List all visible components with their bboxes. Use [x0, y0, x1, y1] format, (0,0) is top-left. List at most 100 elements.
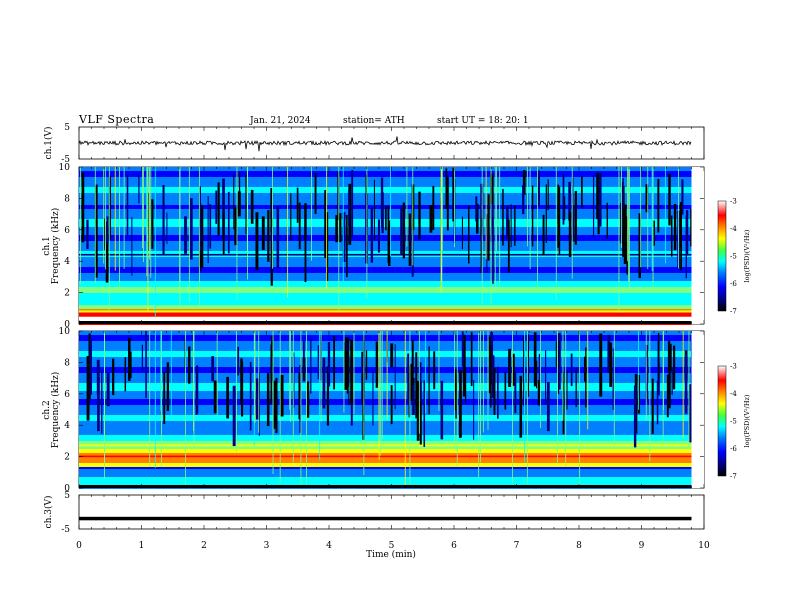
spectrogram-sferic [103, 167, 105, 264]
spectrogram-streak [545, 184, 547, 243]
spectrogram-streak [348, 189, 350, 227]
spectrogram-sferic [143, 167, 144, 263]
spectrogram-sferic [524, 331, 525, 463]
spectrogram-sferic [454, 167, 455, 248]
spectrogram-row [79, 423, 692, 425]
spectrogram-streak [496, 366, 499, 419]
ch2-spec-ylabel: Frequency (kHz) [50, 372, 61, 449]
spectrogram-sferic [272, 331, 274, 475]
spectrogram-sferic [529, 167, 531, 270]
spectrogram-streak [546, 382, 550, 432]
spectrogram-streak [673, 204, 677, 251]
spectrogram-streak [570, 353, 573, 386]
spectrogram-streak [672, 345, 676, 390]
spectrogram-streak [237, 346, 240, 376]
spectrogram-streak [130, 351, 132, 379]
spectrogram-band [79, 253, 692, 256]
spectrogram-row [79, 309, 692, 311]
spectrogram-sferic [236, 167, 238, 300]
x-tick-label: 4 [326, 541, 332, 551]
x-tick-label: 6 [451, 541, 457, 551]
spectrogram-streak [537, 170, 541, 207]
ch1-spec-ylabel: Frequency (kHz) [50, 208, 61, 285]
spectrogram-streak [454, 369, 457, 411]
spectrogram-streak [326, 366, 330, 426]
spectrogram-streak [96, 359, 100, 396]
ch1-colorbar-label: log(PSD)(V²/Hz) [743, 229, 751, 282]
x-tick-label: 3 [264, 541, 270, 551]
spectrogram-row [79, 195, 692, 197]
spectrogram-sferic [485, 167, 487, 260]
spectrogram-streak [276, 205, 280, 269]
spectrogram-row [79, 459, 692, 461]
spectrogram-streak [423, 380, 426, 447]
spectrogram-band [79, 200, 692, 203]
spectrogram-streak [568, 181, 571, 221]
spectrogram-streak [470, 331, 473, 387]
y-tick-label: -5 [61, 525, 70, 535]
spectrogram-row [79, 263, 692, 265]
spectrogram-streak [445, 168, 448, 209]
y-tick-label: 5 [64, 123, 70, 133]
spectrogram-streak [490, 344, 492, 408]
spectrogram-streak [671, 369, 673, 395]
spectrogram-sferic [438, 331, 440, 412]
spectrogram-row [79, 285, 692, 287]
spectrogram-row [79, 245, 692, 247]
spectrogram-streak [429, 205, 433, 233]
spectrogram-band [79, 455, 692, 458]
spectrogram-streak [385, 206, 387, 231]
y-tick-label: 6 [64, 390, 70, 400]
spectrogram-sferic [188, 167, 190, 303]
spectrogram-streak [512, 353, 515, 386]
spectrogram-row [79, 427, 692, 429]
spectrogram-streak [240, 361, 244, 417]
spectrogram-streak [213, 380, 217, 414]
spectrogram-streak [215, 190, 218, 224]
spectrogram-row [79, 287, 692, 289]
spectrogram-sferic [537, 167, 538, 292]
spectrogram-sferic [406, 167, 408, 247]
spectrogram-streak [473, 380, 475, 440]
spectrogram-sferic [649, 331, 651, 462]
spectrogram-row [79, 457, 692, 459]
spectrogram-streak [97, 377, 100, 432]
spectrogram-row [79, 169, 692, 171]
spectrogram-streak [342, 212, 346, 263]
spectrogram-row [79, 449, 692, 451]
spectrogram-sferic [565, 331, 567, 467]
spectrogram-streak [86, 356, 90, 421]
spectrogram-streak [162, 184, 165, 255]
spectrogram-streak [657, 178, 660, 233]
spectrogram-row [79, 483, 692, 485]
x-tick-label: 7 [514, 541, 520, 551]
spectrogram-streak [255, 212, 259, 271]
spectrogram-streak [645, 344, 648, 403]
spectrogram-row [79, 405, 692, 407]
spectrogram-streak [502, 188, 504, 246]
spectrogram-baseline [79, 485, 692, 488]
spectrogram-sferic [306, 331, 307, 484]
spectrogram-row [79, 307, 692, 309]
spectrogram-row [79, 439, 692, 441]
spectrogram-row [79, 315, 692, 317]
spectrogram-row [79, 239, 692, 241]
spectrogram-streak [514, 205, 516, 246]
spectrogram-streak [237, 191, 241, 217]
spectrogram-row [79, 425, 692, 427]
figure-title: VLF Spectra [78, 113, 154, 126]
spectrogram-row [79, 355, 692, 357]
spectrogram-row [79, 205, 692, 207]
spectrogram-sferic [665, 167, 667, 264]
spectrogram-row [79, 197, 692, 199]
spectrogram-band [79, 408, 692, 411]
spectrogram-streak [299, 364, 301, 433]
spectrogram-sferic [80, 167, 82, 285]
spectrogram-row [79, 461, 692, 463]
spectrogram-sferic [119, 167, 120, 291]
spectrogram-streak [209, 204, 212, 249]
spectrogram-streak [290, 193, 292, 241]
spectrogram-streak [574, 191, 577, 245]
spectrogram-streak [657, 332, 660, 380]
spectrogram-row [79, 297, 692, 299]
